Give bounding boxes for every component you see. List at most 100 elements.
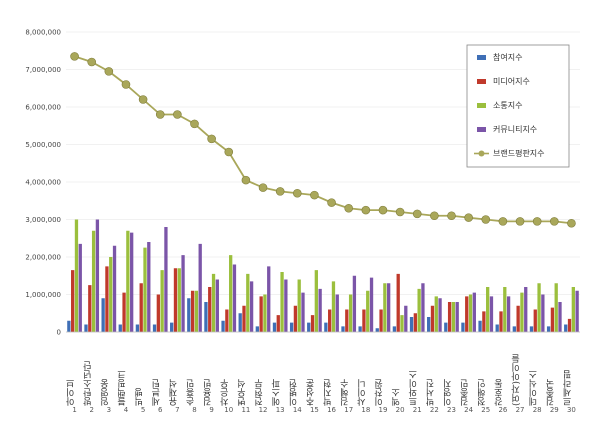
bar-미디어지수-21 xyxy=(413,313,417,332)
category-label: 강호동 xyxy=(495,379,505,406)
category-label: 박서진 xyxy=(426,379,436,406)
bar-참여지수-27 xyxy=(512,326,516,332)
category-label: (여자)아이들 xyxy=(512,354,522,406)
bar-소통지수-2 xyxy=(91,230,96,332)
rank-label: 9 xyxy=(209,406,213,414)
bar-커뮤니티지수-5 xyxy=(147,242,151,332)
bar-미디어지수-22 xyxy=(430,305,435,332)
legend-label: 브랜드평판지수 xyxy=(493,148,545,158)
bar-커뮤니티지수-13 xyxy=(284,279,288,332)
bar-커뮤니티지수-17 xyxy=(352,275,357,332)
bar-소통지수-16 xyxy=(331,281,336,332)
bar-커뮤니티지수-12 xyxy=(267,266,271,332)
y-tick-label: 2,000,000 xyxy=(25,254,61,262)
bar-커뮤니티지수-4 xyxy=(130,232,134,332)
bar-참여지수-28 xyxy=(529,326,534,332)
rank-label: 21 xyxy=(413,406,422,414)
bar-커뮤니티지수-22 xyxy=(438,298,442,332)
bar-미디어지수-26 xyxy=(499,311,503,332)
category-label: 김용빈 xyxy=(203,379,213,407)
bar-소통지수-13 xyxy=(280,272,284,332)
bar-미디어지수-23 xyxy=(447,302,452,332)
bar-미디어지수-6 xyxy=(156,294,160,332)
point-브랜드평판지수-1 xyxy=(70,52,79,61)
category-label: 엑소 xyxy=(392,388,402,407)
point-브랜드평판지수-18 xyxy=(361,205,371,215)
rank-label: 5 xyxy=(141,406,145,414)
bar-소통지수-10 xyxy=(229,255,233,332)
rank-label: 27 xyxy=(516,406,525,414)
bar-커뮤니티지수-1 xyxy=(78,243,82,332)
bar-미디어지수-8 xyxy=(190,290,195,332)
bar-커뮤니티지수-25 xyxy=(489,296,494,332)
y-tick-label: 5,000,000 xyxy=(25,141,61,149)
bar-미디어지수-5 xyxy=(139,283,143,332)
rank-label: 10 xyxy=(224,406,233,414)
legend-swatch xyxy=(477,127,486,132)
point-브랜드평판지수-13 xyxy=(275,187,285,196)
category-label: 전현무 xyxy=(255,378,265,406)
bar-커뮤니티지수-3 xyxy=(112,245,117,332)
bar-미디어지수-3 xyxy=(105,266,109,332)
rank-label: 22 xyxy=(430,406,439,414)
bar-커뮤니티지수-9 xyxy=(215,279,219,332)
y-tick-label: 4,000,000 xyxy=(25,179,61,187)
rank-label: 20 xyxy=(396,406,405,414)
bar-미디어지수-28 xyxy=(533,309,537,332)
category-label: 방탄소년단 xyxy=(84,361,94,406)
bar-소통지수-27 xyxy=(520,292,524,332)
bar-커뮤니티지수-6 xyxy=(164,227,168,332)
category-label: 이찬원 xyxy=(375,379,385,406)
category-label: 르세라핌 xyxy=(563,370,573,406)
bar-참여지수-11 xyxy=(238,313,242,332)
point-브랜드평판지수-14 xyxy=(292,188,302,198)
bar-커뮤니티지수-11 xyxy=(249,281,254,332)
point-브랜드평판지수-2 xyxy=(87,57,96,67)
bar-커뮤니티지수-30 xyxy=(575,290,579,332)
bar-미디어지수-30 xyxy=(567,318,572,332)
bar-소통지수-17 xyxy=(348,294,353,332)
bar-소통지수-26 xyxy=(503,287,507,332)
category-label: 아이브 xyxy=(66,379,76,406)
category-label: 김혜수 xyxy=(341,378,351,407)
point-브랜드평판지수-10 xyxy=(224,147,234,157)
bar-커뮤니티지수-21 xyxy=(421,283,425,332)
y-tick-label: 6,000,000 xyxy=(25,104,61,112)
bar-소통지수-29 xyxy=(554,283,558,332)
bar-참여지수-5 xyxy=(135,324,140,332)
rank-label: 17 xyxy=(344,406,353,414)
y-tick-label: 3,000,000 xyxy=(25,216,61,224)
bar-미디어지수-24 xyxy=(465,296,469,332)
bar-소통지수-12 xyxy=(263,294,267,332)
bar-소통지수-11 xyxy=(246,273,250,332)
bar-커뮤니티지수-26 xyxy=(506,296,511,332)
point-브랜드평판지수-24 xyxy=(464,213,473,222)
bar-미디어지수-12 xyxy=(259,296,263,332)
bar-소통지수-30 xyxy=(571,287,575,332)
bar-미디어지수-19 xyxy=(379,309,383,332)
legend-label: 참여지수 xyxy=(493,52,522,62)
bar-소통지수-5 xyxy=(143,247,147,332)
bar-참여지수-20 xyxy=(392,326,397,332)
bar-소통지수-1 xyxy=(74,219,79,332)
bar-미디어지수-2 xyxy=(88,285,92,332)
bar-참여지수-4 xyxy=(118,324,122,332)
category-label: 블랙핑크 xyxy=(118,370,128,406)
rank-label: 24 xyxy=(464,406,473,414)
category-label: 샤이니 xyxy=(358,378,368,406)
rank-label: 19 xyxy=(379,406,388,414)
y-tick-label: 8,000,000 xyxy=(25,29,61,37)
rank-label: 14 xyxy=(293,406,302,414)
category-label: 손흥민 xyxy=(186,379,196,406)
rank-label: 7 xyxy=(175,406,179,414)
bar-소통지수-7 xyxy=(177,268,181,332)
y-axis: 0 1,000,000 2,000,000 3,000,000 4,000,000 5,0… xyxy=(25,29,61,337)
bar-참여지수-13 xyxy=(272,322,277,332)
legend-swatch xyxy=(477,55,486,60)
bar-커뮤니티지수-15 xyxy=(318,288,322,332)
legend-swatch xyxy=(477,79,486,84)
point-브랜드평판지수-26 xyxy=(498,217,508,226)
bar-미디어지수-14 xyxy=(293,305,298,332)
bar-커뮤니티지수-23 xyxy=(455,302,459,332)
rank-label: 6 xyxy=(158,406,163,414)
